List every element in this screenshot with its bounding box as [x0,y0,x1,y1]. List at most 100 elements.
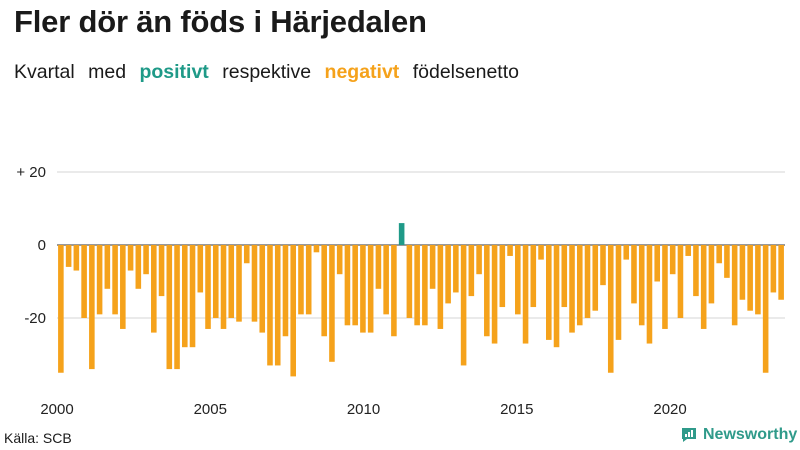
bar [212,245,219,318]
bar [507,245,513,256]
bar [336,245,343,275]
bar [305,245,312,315]
bar [561,245,568,308]
subtitle-positive-label: positivt [139,61,209,83]
bar [522,245,529,344]
bar [724,245,730,278]
bar [166,245,173,370]
brand-name: Newsworthy [703,426,798,443]
bar [274,245,281,366]
bar [460,245,467,366]
x-tick-label: 2010 [347,401,380,418]
bar [484,245,490,337]
bar [538,245,544,260]
bar [429,245,436,289]
bar [406,245,413,318]
bar [321,245,327,337]
bar [693,245,699,297]
bar [646,245,653,344]
bar [669,245,676,275]
subtitle-prefix: Kvartal med [14,61,127,83]
bar [770,245,777,293]
bar [739,245,746,300]
bar [189,245,196,348]
bar [414,245,420,326]
bar [530,245,537,308]
bar [762,245,769,373]
bar [731,245,738,326]
brand-logo: Newsworthy [680,426,797,444]
bar [127,245,134,271]
bar [73,245,80,271]
bar [205,245,211,329]
bar [584,245,591,318]
chart-subtitle: Kvartal med positivt respektive negativt… [14,61,519,84]
bar [662,245,668,329]
bar [360,245,366,333]
bar [267,245,273,366]
source-note: Källa: SCB [4,430,72,446]
bar [755,245,761,315]
bar [143,245,149,275]
y-tick-label: 0 [38,237,46,254]
bar [197,245,204,293]
bar [375,245,382,289]
bar [600,245,606,286]
bar [112,245,118,315]
bar [313,245,320,253]
bar [104,245,111,289]
chart-title: Fler dör än föds i Härjedalen [14,4,427,39]
bar [120,245,126,329]
bar [96,245,103,315]
subtitle-middle: respektive [222,61,312,83]
x-tick-label: 2000 [40,401,73,418]
bar [546,245,552,340]
bar [298,245,304,315]
bar [81,245,87,318]
bar [243,245,250,264]
bar [158,245,165,297]
bar [515,245,521,315]
bar [592,245,599,311]
bar [576,245,583,326]
bar [391,245,397,337]
bar [685,245,691,256]
x-tick-label: 2015 [500,401,533,418]
bar [151,245,157,333]
subtitle-negative-label: negativt [324,61,400,83]
y-tick-label: + 20 [16,164,46,181]
bar [499,245,506,308]
bar [329,245,335,362]
bar [677,245,684,318]
y-tick-label: -20 [24,310,46,327]
bar [476,245,482,275]
bar [553,245,560,348]
bar [259,245,266,333]
x-tick-label: 2020 [653,401,686,418]
bar [491,245,498,344]
bar [236,245,242,322]
bar [638,245,645,326]
bar [282,245,289,337]
bar [352,245,358,326]
bar [654,245,660,282]
bar [708,245,715,304]
bar [453,245,459,293]
bar [135,245,142,289]
grid-lines [57,171,785,319]
bar-chart-bubble-icon [682,428,696,442]
bar [58,245,64,373]
bar [220,245,227,329]
bar [778,245,784,300]
bar [437,245,444,329]
axis-labels: + 20 0 -20 2000 2005 2010 2015 2020 [16,164,686,418]
bar [607,245,614,373]
bar [468,245,475,297]
bar [290,245,296,377]
bar [747,245,753,311]
bar [344,245,351,326]
bar [65,245,72,267]
bar [383,245,389,315]
bar [367,245,374,333]
